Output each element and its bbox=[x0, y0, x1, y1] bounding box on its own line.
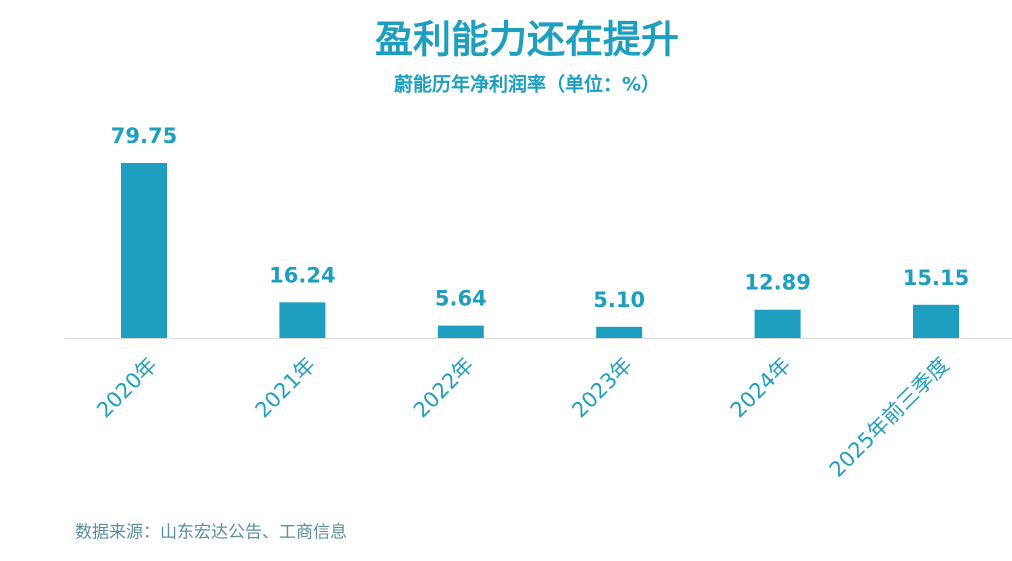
data-label: 5.10 bbox=[593, 288, 645, 312]
bar bbox=[437, 325, 484, 338]
x-tick-label: 2020年 bbox=[92, 353, 162, 423]
x-tick-label: 2024年 bbox=[726, 353, 796, 423]
chart-subtitle: 蔚能历年净利润率（单位：%） bbox=[394, 73, 660, 96]
data-label: 79.75 bbox=[111, 124, 177, 148]
bar bbox=[913, 304, 959, 338]
x-tick-label: 2025年前三季度 bbox=[825, 353, 954, 482]
data-label: 12.89 bbox=[744, 271, 810, 295]
bar bbox=[279, 302, 326, 338]
data-label: 16.24 bbox=[269, 263, 335, 287]
chart-title: 盈利能力还在提升 bbox=[375, 18, 679, 62]
bar bbox=[754, 309, 801, 338]
x-tick-label: 2023年 bbox=[567, 353, 637, 423]
x-tick-label: 2021年 bbox=[251, 353, 321, 423]
data-label: 5.64 bbox=[435, 287, 487, 311]
x-tick-label: 2022年 bbox=[409, 353, 479, 423]
bar bbox=[596, 326, 643, 338]
data-label: 15.15 bbox=[903, 266, 969, 290]
bar bbox=[121, 163, 167, 338]
source-note: 数据来源：山东宏达公告、工商信息 bbox=[75, 523, 347, 543]
